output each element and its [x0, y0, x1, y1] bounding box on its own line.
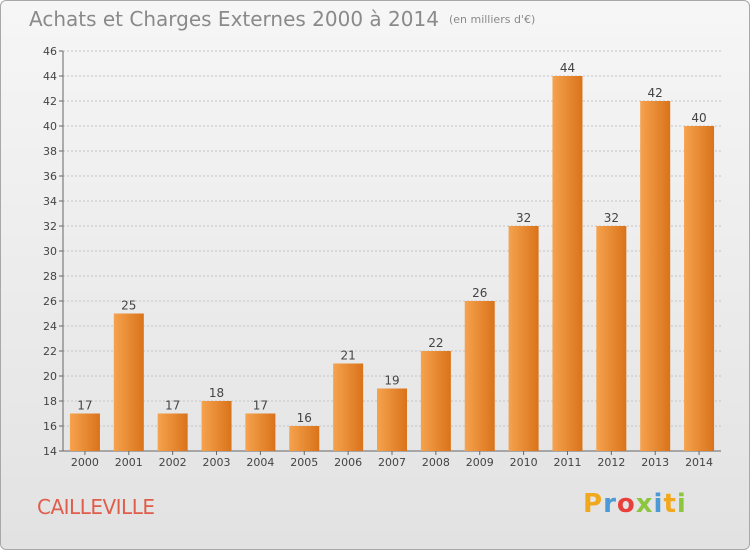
bar — [508, 226, 539, 451]
x-tick-label: 2003 — [203, 456, 231, 469]
bar — [420, 351, 451, 451]
bar — [333, 363, 364, 451]
bar — [684, 126, 715, 451]
logo-letter: t — [663, 489, 677, 519]
chart-unit: (en milliers d'€) — [448, 13, 536, 26]
bar — [640, 101, 671, 451]
bar — [69, 413, 100, 451]
y-tick-label: 16 — [43, 420, 57, 433]
x-tick-label: 2014 — [685, 456, 713, 469]
bar-value-label: 40 — [691, 111, 706, 125]
x-tick-label: 2001 — [115, 456, 143, 469]
bar-value-label: 21 — [340, 349, 355, 363]
x-tick-label: 2000 — [71, 456, 99, 469]
y-tick-label: 28 — [43, 270, 57, 283]
bar-value-label: 17 — [253, 399, 268, 413]
y-tick-label: 32 — [43, 220, 57, 233]
bar — [245, 413, 276, 451]
bar — [289, 426, 320, 451]
y-tick-label: 34 — [43, 195, 57, 208]
bar — [377, 388, 407, 451]
logo-letter: x — [635, 489, 654, 519]
bar — [157, 413, 188, 451]
x-tick-label: 2009 — [466, 456, 494, 469]
y-tick-label: 24 — [43, 320, 57, 333]
y-tick-label: 36 — [43, 170, 57, 183]
bar — [596, 226, 627, 451]
bar-value-label: 18 — [209, 386, 224, 400]
bar — [464, 301, 495, 451]
bar-value-label: 22 — [428, 336, 443, 350]
y-tick-label: 44 — [43, 70, 57, 83]
bar — [552, 76, 583, 451]
y-tick-label: 26 — [43, 295, 57, 308]
chart-title: Achats et Charges Externes 2000 à 2014 (e… — [29, 7, 535, 31]
logo-letter: P — [583, 489, 604, 519]
logo-letter: i — [653, 489, 664, 519]
y-tick-label: 46 — [43, 45, 57, 58]
y-tick-label: 40 — [43, 120, 57, 133]
x-tick-label: 2006 — [334, 456, 362, 469]
bar-value-label: 42 — [648, 86, 663, 100]
bar-value-label: 32 — [604, 211, 619, 225]
bar-value-label: 26 — [472, 286, 487, 300]
y-tick-label: 38 — [43, 145, 57, 158]
bar-value-label: 25 — [121, 299, 136, 313]
x-tick-label: 2002 — [159, 456, 187, 469]
logo-letter: i — [676, 489, 687, 519]
y-tick-label: 30 — [43, 245, 57, 258]
bar — [201, 401, 232, 451]
x-tick-label: 2012 — [597, 456, 625, 469]
x-tick-label: 2008 — [422, 456, 450, 469]
chart-title-text: Achats et Charges Externes 2000 à 2014 — [29, 7, 439, 31]
commune-name: CAILLEVILLE — [37, 495, 155, 519]
x-tick-label: 2004 — [246, 456, 274, 469]
bar-value-label: 16 — [297, 411, 312, 425]
x-tick-label: 2010 — [510, 456, 538, 469]
proxiti-logo: Proxiti — [583, 489, 687, 519]
x-axis-labels: 2000 2001 2002 2003 2004 2005 2006 2007 2008 2009… — [71, 451, 713, 469]
logo-letter: o — [616, 489, 636, 519]
x-tick-label: 2005 — [290, 456, 318, 469]
logo-letter: r — [603, 489, 617, 519]
y-tick-label: 42 — [43, 95, 57, 108]
x-tick-label: 2007 — [378, 456, 406, 469]
x-tick-label: 2011 — [553, 456, 581, 469]
bar — [113, 313, 144, 451]
y-tick-label: 20 — [43, 370, 57, 383]
y-tick-label: 22 — [43, 345, 57, 358]
x-tick-label: 2013 — [641, 456, 669, 469]
bar-value-label: 44 — [560, 61, 575, 75]
bar-value-label: 17 — [77, 399, 92, 413]
bar-value-label: 17 — [165, 399, 180, 413]
bar-value-label: 19 — [384, 374, 399, 388]
bar-value-label: 32 — [516, 211, 531, 225]
bars: 17 25 17 18 17 16 21 19 22 26 32 44 32 42 40 — [69, 61, 715, 451]
y-tick-label: 18 — [43, 395, 57, 408]
y-tick-label: 14 — [43, 445, 57, 458]
